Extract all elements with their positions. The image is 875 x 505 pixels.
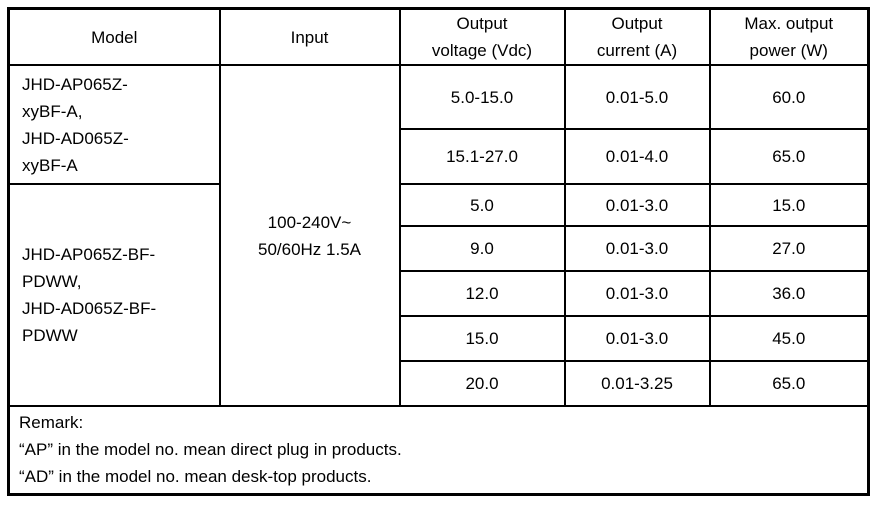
output-current-cell: 0.01-4.0 (563, 128, 711, 185)
model-group-b-cell: JHD-AP065Z-BF- PDWW, JHD-AD065Z-BF- PDWW (7, 183, 221, 407)
max-output-power-cell: 65.0 (708, 128, 870, 185)
output-voltage-cell: 15.0 (398, 315, 566, 362)
output-voltage-cell: 5.0 (398, 183, 566, 227)
max-output-power-cell: 27.0 (708, 225, 870, 272)
max-output-power-cell: 45.0 (708, 315, 870, 362)
output-voltage-cell: 20.0 (398, 360, 566, 407)
table-row: 20.0 0.01-3.25 65.0 (9, 360, 870, 407)
col-header-output-current: Output current (A) (563, 7, 711, 66)
table-row: JHD-AP065Z-BF- PDWW, JHD-AD065Z-BF- PDWW… (7, 183, 870, 407)
max-output-power-cell: 60.0 (708, 64, 870, 130)
input-cell: 100-240V~ 50/60Hz 1.5A (218, 64, 401, 407)
model-group-a-cell: JHD-AP065Z- xyBF-A, JHD-AD065Z- xyBF-A (7, 64, 221, 185)
table-row: 9.0 0.01-3.0 27.0 (9, 225, 870, 272)
table-row: 15.0 0.01-3.0 45.0 (9, 315, 870, 362)
col-header-model: Model (7, 7, 221, 66)
col-header-input: Input (218, 7, 401, 66)
table-header-row: Model Input Output voltage (Vdc) Output … (7, 7, 870, 66)
table-row: 12.0 0.01-3.0 36.0 (9, 270, 870, 317)
remark-line-ap: “AP” in the model no. mean direct plug i… (19, 440, 402, 460)
output-current-cell: 0.01-3.25 (563, 360, 711, 407)
max-output-power-cell: 65.0 (708, 360, 870, 407)
table-row: 15.1-27.0 0.01-4.0 65.0 (9, 128, 870, 185)
remark-line-ad: “AD” in the model no. mean desk-top prod… (19, 467, 372, 487)
col-header-output-voltage: Output voltage (Vdc) (398, 7, 566, 66)
output-current-cell: 0.01-3.0 (563, 270, 711, 317)
output-current-cell: 0.01-3.0 (563, 183, 711, 227)
remark-cell: Remark: “AP” in the model no. mean direc… (7, 405, 870, 495)
col-header-max-output-power: Max. output power (W) (708, 7, 870, 66)
output-current-cell: 0.01-5.0 (563, 64, 711, 130)
remark-row: Remark: “AP” in the model no. mean direc… (7, 405, 870, 495)
output-voltage-cell: 15.1-27.0 (398, 128, 566, 185)
output-current-cell: 0.01-3.0 (563, 225, 711, 272)
output-voltage-cell: 5.0-15.0 (398, 64, 566, 130)
power-supply-spec-table: Model Input Output voltage (Vdc) Output … (7, 7, 870, 496)
max-output-power-cell: 15.0 (708, 183, 870, 227)
output-current-cell: 0.01-3.0 (563, 315, 711, 362)
output-voltage-cell: 9.0 (398, 225, 566, 272)
table-row: JHD-AP065Z- xyBF-A, JHD-AD065Z- xyBF-A 1… (7, 64, 870, 407)
max-output-power-cell: 36.0 (708, 270, 870, 317)
output-voltage-cell: 12.0 (398, 270, 566, 317)
remark-title: Remark: (19, 413, 84, 433)
